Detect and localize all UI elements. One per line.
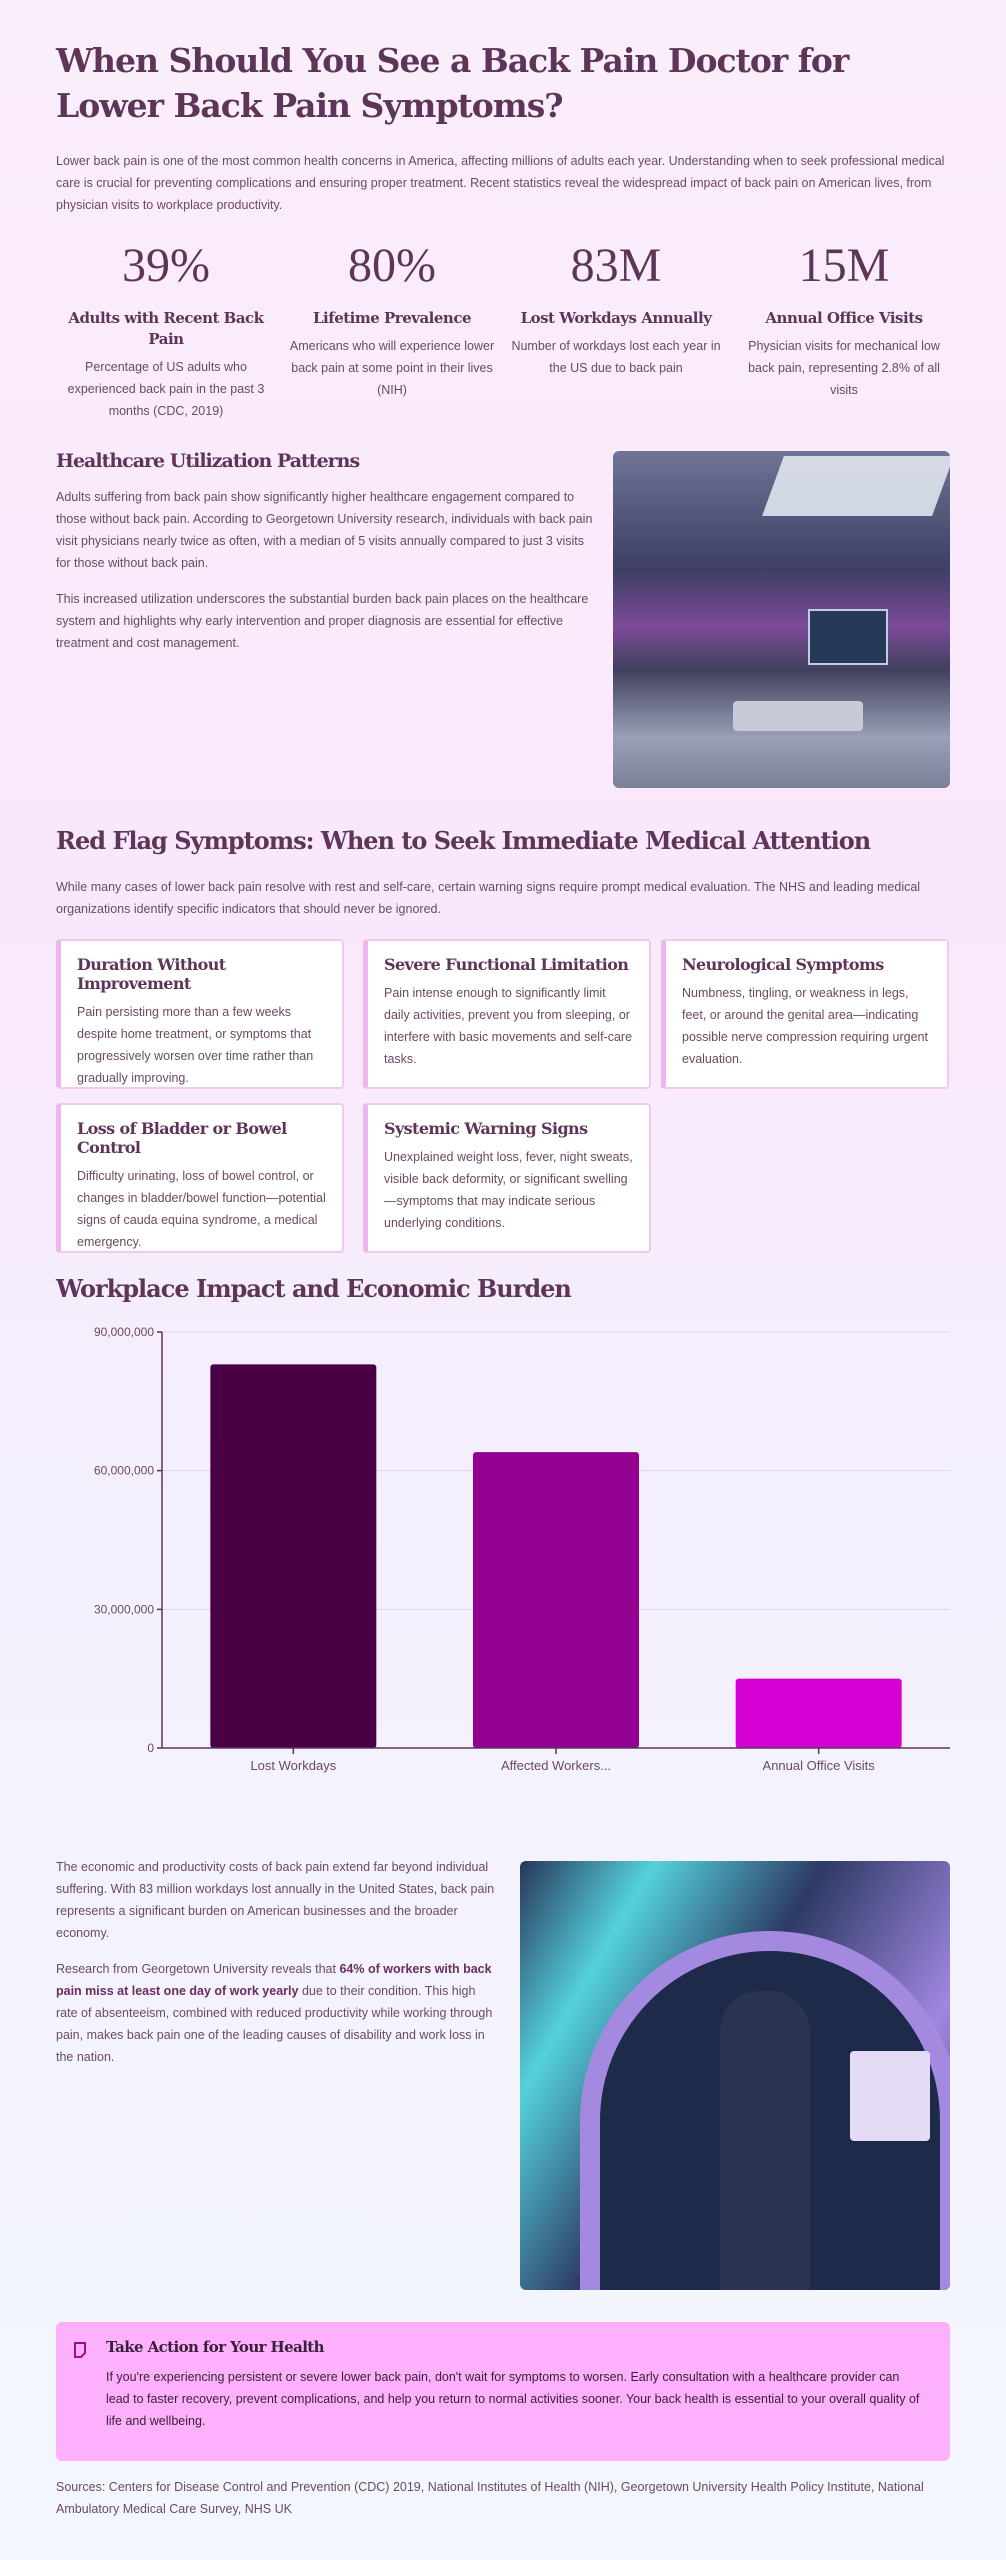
page-title: When Should You See a Back Pain Doctor f… xyxy=(56,41,849,125)
symptom-card: Loss of Bladder or Bowel Control Difficul… xyxy=(56,1103,344,1253)
card-text: Difficulty urinating, loss of bowel cont… xyxy=(77,1169,326,1249)
card-text: Pain persisting more than a few weeks de… xyxy=(77,1005,314,1085)
bar xyxy=(735,1678,902,1748)
stat-desc: Number of workdays lost each year in the… xyxy=(511,339,721,375)
stat-label: Adults with Recent Back Pain xyxy=(68,309,264,348)
card-title: Loss of Bladder or Bowel Control xyxy=(77,1119,287,1157)
card-title: Neurological Symptoms xyxy=(682,955,884,974)
workplace-heading: Workplace Impact and Economic Burden xyxy=(56,1274,572,1303)
card-text: Numbness, tingling, or weakness in legs,… xyxy=(682,986,928,1066)
stat-desc: Physician visits for mechanical low back… xyxy=(748,339,940,397)
y-tick-label: 0 xyxy=(147,1741,154,1755)
callout-heading: Take Action for Your Health xyxy=(106,2338,325,2356)
office-worker-back-pain-image xyxy=(520,1861,950,2290)
intro-text: Lower back pain is one of the most commo… xyxy=(56,154,945,212)
stat-label: Lifetime Prevalence xyxy=(313,309,472,327)
stat-card: 15M Annual Office Visits Physician visits … xyxy=(734,236,954,401)
y-tick-label: 90,000,000 xyxy=(94,1325,154,1339)
symptom-card: Severe Functional Limitation Pain intense… xyxy=(363,939,651,1089)
take-action-callout: Take Action for Your Health If you're ex… xyxy=(56,2322,950,2461)
stat-card: 39% Adults with Recent Back Pain Percentag… xyxy=(56,236,276,422)
bar xyxy=(210,1364,377,1748)
card-text: Pain intense enough to significantly lim… xyxy=(384,986,633,1066)
symptom-card: Systemic Warning Signs Unexplained weight… xyxy=(363,1103,651,1253)
stat-value: 80% xyxy=(348,239,436,292)
redflags-heading: Red Flag Symptoms: When to Seek Immediat… xyxy=(56,826,871,855)
healthcare-p1: Adults suffering from back pain show sig… xyxy=(56,490,593,570)
healthcare-heading: Healthcare Utilization Patterns xyxy=(56,450,360,472)
x-tick-label: Affected Workers... xyxy=(501,1758,611,1773)
bar xyxy=(473,1452,639,1748)
workplace-p1: The economic and productivity costs of b… xyxy=(56,1860,495,1940)
callout-text: If you're experiencing persistent or sev… xyxy=(106,2370,920,2428)
stat-label: Lost Workdays Annually xyxy=(520,309,712,327)
card-title: Systemic Warning Signs xyxy=(384,1119,588,1138)
stat-value: 39% xyxy=(122,239,210,292)
y-tick-label: 60,000,000 xyxy=(94,1464,154,1478)
workplace-bar-chart: 0 30,000,000 60,000,000 90,000,000 Lost Work… xyxy=(94,1325,950,1773)
doctor-examination-image xyxy=(613,451,950,788)
stat-desc: Percentage of US adults who experienced … xyxy=(67,360,265,418)
card-title: Severe Functional Limitation xyxy=(384,955,629,974)
symptom-card: Duration Without Improvement Pain persist… xyxy=(56,939,344,1089)
stat-label: Annual Office Visits xyxy=(765,309,923,327)
note-icon xyxy=(74,2342,86,2358)
stat-desc: Americans who will experience lower back… xyxy=(289,339,495,397)
redflags-intro: While many cases of lower back pain reso… xyxy=(56,880,921,916)
y-tick-label: 30,000,000 xyxy=(94,1602,154,1616)
text: due to their condition. This high rate o… xyxy=(56,1984,493,2064)
stat-value: 83M xyxy=(570,239,662,292)
x-tick-label: Annual Office Visits xyxy=(763,1758,876,1773)
stat-value: 15M xyxy=(798,239,890,292)
highlight-text: 64% of workers with back pain miss at le… xyxy=(56,1962,492,1998)
card-text: Unexplained weight loss, fever, night sw… xyxy=(384,1150,633,1230)
workplace-p2: Research from Georgetown University reve… xyxy=(56,1958,496,2068)
healthcare-p2: This increased utilization underscores t… xyxy=(56,592,589,650)
text: Research from Georgetown University reve… xyxy=(56,1962,340,1976)
card-title: Duration Without Improvement xyxy=(77,955,226,993)
sources-text: Sources: Centers for Disease Control and… xyxy=(56,2480,924,2516)
symptom-card: Neurological Symptoms Numbness, tingling,… xyxy=(661,939,949,1089)
stat-card: 80% Lifetime Prevalence Americans who will… xyxy=(282,236,502,401)
stat-card: 83M Lost Workdays Annually Number of workd… xyxy=(506,236,726,379)
x-tick-label: Lost Workdays xyxy=(250,1758,336,1773)
